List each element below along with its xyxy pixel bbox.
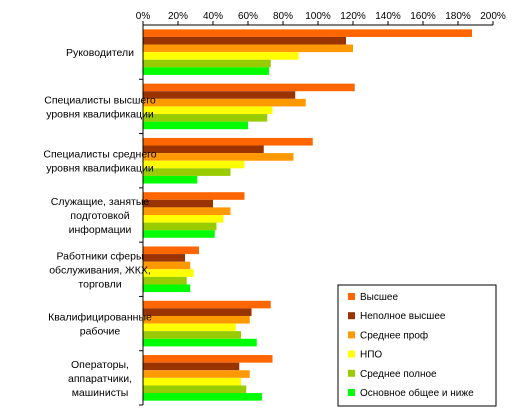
bar-Неполное высшее: [143, 362, 240, 371]
bar-Неполное высшее: [143, 199, 213, 208]
x-tick-label: 160%: [410, 11, 436, 22]
legend-label: НПО: [360, 350, 382, 361]
bar-Неполное высшее: [143, 36, 346, 45]
category-label-line: рабочие: [80, 326, 121, 338]
bar-НПО: [143, 215, 224, 223]
category-label: Специалисты среднего уровня квалификации: [43, 149, 156, 175]
legend-label: Неполное высшее: [360, 311, 446, 322]
bar-Неполное высшее: [143, 145, 264, 154]
bar-Основное общее и ниже: [143, 230, 215, 238]
legend: Высшее Неполное высшее Среднее проф НПО Сред…: [337, 284, 497, 407]
category-label-line: уровня квалификации: [46, 163, 154, 175]
x-tick-label: 0%: [136, 11, 151, 22]
x-tick-label: 120%: [340, 11, 366, 22]
bar-Среднее полное: [143, 331, 241, 339]
category-label: Работники сферы обслуживания, ЖКХ, торговл…: [49, 250, 151, 290]
bar-Среднее проф: [143, 153, 294, 161]
bar-Неполное высшее: [143, 254, 185, 262]
bar-Высшее: [143, 29, 472, 37]
category-label-line: Специалисты высшего: [44, 94, 156, 106]
bar-Неполное высшее: [143, 91, 296, 99]
plot-area: [143, 29, 472, 401]
bar-Среднее полное: [143, 114, 268, 122]
bar-Высшее: [143, 246, 199, 255]
x-tick-label: 40%: [203, 11, 223, 22]
category-label-line: Служащие, занятые: [51, 196, 150, 208]
x-tick-label: 140%: [375, 11, 401, 22]
bar-НПО: [143, 160, 245, 169]
legend-box: [337, 284, 497, 407]
bar-Среднее проф: [143, 98, 306, 107]
category-label-line: подготовкой: [70, 210, 129, 222]
category-label-line: Специалисты среднего: [43, 149, 156, 161]
category-label: Операторы, аппаратчики, машинисты: [68, 359, 132, 399]
bar-Среднее проф: [143, 261, 191, 270]
legend-swatch: [348, 293, 355, 300]
bar-Основное общее и ниже: [143, 393, 262, 401]
category-label-line: Работники сферы: [56, 250, 143, 262]
category-label: Специалисты высшего уровня квалификации: [44, 94, 156, 120]
bar-Основное общее и ниже: [143, 175, 198, 184]
bar-НПО: [143, 323, 236, 332]
bar-Основное общее и ниже: [143, 67, 269, 75]
bar-Неполное высшее: [143, 308, 252, 316]
bar-Основное общее и ниже: [143, 121, 248, 130]
legend-label: Среднее полное: [360, 369, 437, 380]
bar-Высшее: [143, 300, 271, 309]
bar-Основное общее и ниже: [143, 284, 191, 293]
legend-label: Среднее проф: [360, 329, 428, 341]
bar-НПО: [143, 106, 273, 115]
bar-Среднее проф: [143, 44, 353, 53]
legend-label: Высшее: [360, 292, 398, 303]
legend-swatch: [348, 312, 355, 320]
x-tick-label: 100%: [305, 11, 331, 22]
bar-Высшее: [143, 83, 355, 92]
category-label: Служащие, занятые подготовкой информации: [51, 196, 150, 236]
bar-НПО: [143, 377, 241, 386]
bar-НПО: [143, 52, 299, 60]
bar-Высшее: [143, 192, 245, 200]
legend-label: Основное общее и ниже: [360, 387, 474, 399]
category-labels: Руководители Специалисты высшего уровня кв…: [43, 47, 156, 399]
legend-swatch: [348, 331, 355, 339]
category-label: Руководители: [66, 47, 134, 59]
category-label-line: Руководители: [66, 47, 134, 59]
bar-Среднее полное: [143, 385, 247, 394]
bar-Высшее: [143, 355, 273, 363]
axes: 0% 20% 40% 60% 80% 100% 120% 140% 160% 180% 200%: [136, 11, 506, 406]
bar-НПО: [143, 269, 194, 277]
x-tick-label: 180%: [445, 11, 471, 22]
bar-Высшее: [143, 137, 313, 146]
category-label-line: торговли: [78, 278, 121, 290]
bar-Среднее проф: [143, 370, 250, 378]
category-label-line: Квалифицированные: [48, 312, 152, 324]
bar-Среднее полное: [143, 222, 217, 231]
legend-swatch: [348, 350, 355, 358]
category-label: Квалифицированные рабочие: [48, 312, 152, 338]
legend-swatch: [348, 389, 355, 396]
bar-Среднее полное: [143, 168, 231, 176]
category-label-line: уровня квалификации: [46, 108, 154, 120]
bar-Среднее проф: [143, 207, 231, 215]
x-tick-label: 200%: [480, 11, 506, 22]
bar-Среднее проф: [143, 315, 250, 324]
category-label-line: информации: [69, 224, 132, 236]
category-label-line: обслуживания, ЖКХ,: [49, 264, 151, 276]
category-label-line: аппаратчики,: [68, 373, 132, 385]
bar-Среднее полное: [143, 59, 271, 68]
x-tick-label: 20%: [168, 11, 188, 22]
category-label-line: машинисты: [72, 387, 129, 399]
x-tick-label: 60%: [238, 11, 258, 22]
category-label-line: Операторы,: [71, 359, 129, 371]
bar-Основное общее и ниже: [143, 338, 257, 347]
x-tick-label: 80%: [273, 11, 293, 22]
legend-swatch: [348, 369, 355, 377]
bar-Среднее полное: [143, 276, 187, 285]
